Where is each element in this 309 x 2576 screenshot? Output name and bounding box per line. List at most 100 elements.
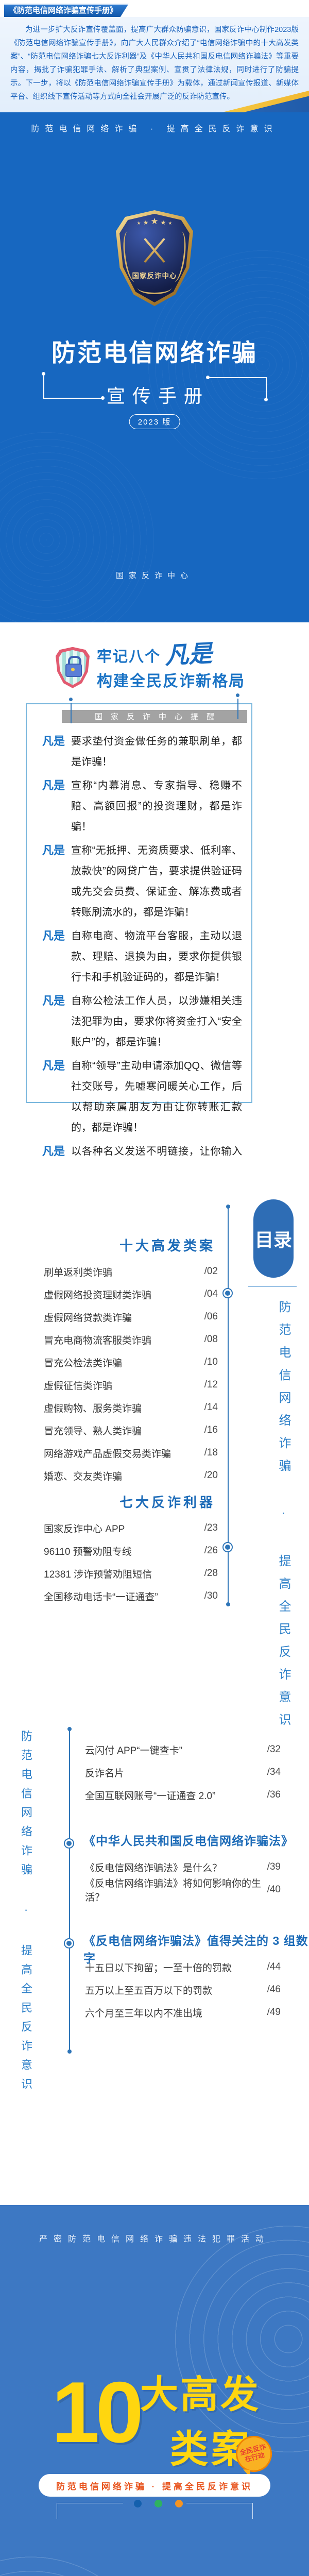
cover-slogan: 防范电信网络诈骗 · 提高全民反诈意识	[31, 125, 278, 133]
fanshi-text: 自称“领导”主动申请添加QQ、微信等社交账号，先嘘寒问暖关心工作，后以帮助亲属朋…	[71, 1060, 242, 1133]
toc-list-1: 刷单返利类诈骗 /02 虚假网络投资理财类诈骗 /04 虚假网络贷款类诈骗 /0…	[44, 1260, 218, 1487]
fanshi-heading: 牢记八个 凡是 构建全民反诈新格局	[56, 640, 262, 691]
toc-item: 96110 预警劝阻专线 /26	[44, 1539, 218, 1562]
toc-item-label: 虚假网络贷款类诈骗	[44, 1312, 132, 1324]
dot-blue	[134, 2500, 142, 2507]
toc-item-label: 十五日以下拘留；一至十倍的罚款	[85, 1962, 232, 1974]
intro-section: 《防范电信网络诈骗宣传手册》 为进一步扩大反诈宣传覆盖面，提高广大群众防骗意识，…	[0, 0, 309, 112]
fanshi-item: 凡是 要求垫付资金做任务的兼职刷单，都是诈骗！	[42, 731, 242, 772]
toc-item-page: /23	[204, 1522, 218, 1533]
toc-item: 12381 涉诈预警劝阻短信 /28	[44, 1562, 218, 1585]
bracket-dot	[101, 396, 105, 400]
toc-item: 虚假网络投资理财类诈骗 /04	[44, 1283, 218, 1306]
bracket-decoration-left	[57, 2503, 123, 2519]
emblem-label: 国家反诈中心	[132, 272, 177, 280]
stars-icon: ★ ★ ★ ★ ★	[136, 216, 173, 226]
toc-item-page: /32	[267, 1744, 281, 1755]
fanshi-item: 凡是 宣称“内幕消息、专家指导、稳赚不赔、高额回报”的投资理财，都是诈骗！	[42, 775, 242, 837]
toc-section3-title: 《中华人民共和国反电信网络诈骗法》	[83, 1834, 294, 1848]
toc-item: 云闪付 APP“一键查卡” /32	[85, 1738, 281, 1761]
subtitle-bracket-left	[43, 375, 102, 399]
toc-item-page: /44	[267, 1961, 281, 1972]
toc-item-label: 虚假网络投资理财类诈骗	[44, 1290, 152, 1301]
toc-item-page: /40	[267, 1884, 281, 1895]
toc-timeline	[222, 1205, 233, 1606]
toc-item-label: 冒充公检法类诈骗	[44, 1358, 123, 1369]
fanshi-text: 自称公检法工作人员，以涉嫌相关违法犯罪为由，要求你将资金打入“安全账户”的，都是…	[71, 995, 242, 1048]
toc-item: 婚恋、交友类诈骗 /20	[44, 1464, 218, 1487]
heading-line2: 构建全民反诈新格局	[97, 673, 245, 690]
fanshi-text: 宣称“内幕消息、专家指导、稳赚不赔、高额回报”的投资理财，都是诈骗！	[71, 780, 242, 833]
big-number-10: 10	[52, 2364, 144, 2461]
toc-item: 虚假网络贷款类诈骗 /06	[44, 1306, 218, 1328]
toc-item: 五万以上至五百万以下的罚款 /46	[85, 1978, 281, 2001]
toc-item-page: /14	[204, 1402, 218, 1413]
cover-title: 防范电信网络诈骗	[52, 340, 258, 367]
toc-item-page: /06	[204, 1311, 218, 1322]
toc-item-label: 《反电信网络诈骗法》将如何影响你的生活？	[85, 1878, 262, 1903]
toc-item-label: 网络游戏产品虚假交易类诈骗	[44, 1448, 171, 1460]
fanshi-label: 凡是	[42, 735, 65, 748]
edition-badge: 2023 版	[129, 414, 180, 429]
heading-calligraphy: 凡是	[164, 640, 213, 669]
toc-pill: 目录	[253, 1199, 294, 1278]
fanshi-label: 凡是	[42, 1145, 65, 1158]
ribbon-title: 《防范电信网络诈骗宣传手册》	[4, 4, 129, 18]
cover-footer: 国家反诈中心	[115, 571, 193, 580]
fraud-warning-sign: 骗	[159, 2574, 309, 2576]
toc-item-label: 虚假购物、服务类诈骗	[44, 1403, 142, 1414]
toc-item-label: 全国移动电话卡“一证通查”	[44, 1591, 158, 1603]
chapter-divider: 严密防范电信网络诈骗违法犯罪活动 10 大高发 类案 全民反诈 在行动 防范电信…	[0, 2205, 309, 2576]
toc-item: 六个月至三年以内不准出境 /49	[85, 2001, 281, 2024]
dot-green	[154, 2500, 162, 2507]
toc-item-label: 六个月至三年以内不准出境	[85, 2008, 203, 2019]
toc-item: 《反电信网络诈骗法》是什么？ /39	[85, 1856, 281, 1878]
toc-item-page: /26	[204, 1545, 218, 1556]
corner-dot	[69, 698, 73, 701]
toc-list-3: 云闪付 APP“一键查卡” /32 反诈名片 /34 全国互联网账号“一证通查 …	[85, 1738, 281, 1806]
toc-divider-line	[248, 1286, 297, 1287]
fanshi-item: 凡是 自称公检法工作人员，以涉嫌相关违法犯罪为由，要求你将资金打入“安全账户”的…	[42, 991, 242, 1053]
toc-item: 全国互联网账号“一证通查 2.0” /36	[85, 1784, 281, 1806]
toc-page2: 防范电信网络诈骗 · 提高全民反诈意识 云闪付 APP“一键查卡” /32 反诈…	[0, 1726, 309, 2205]
fanshi-text: 宣称“无抵押、无资质要求、低利率、放款快”的网贷广告，要求提供验证码或先交会员费…	[71, 845, 242, 918]
bracket-dot	[206, 376, 210, 379]
fanshi-item: 凡是 宣称“无抵押、无资质要求、低利率、放款快”的网贷广告，要求提供验证码或先交…	[42, 840, 242, 923]
toc-item-label: 冒充电商物流客服类诈骗	[44, 1335, 152, 1346]
toc-item: 国家反诈中心 APP /23	[44, 1517, 218, 1539]
toc-list-4: 《反电信网络诈骗法》是什么？ /39 《反电信网络诈骗法》将如何影响你的生活？ …	[85, 1856, 281, 1903]
reminder-bar: 国家反诈中心提醒	[62, 710, 247, 723]
toc-item: 反诈名片 /34	[85, 1761, 281, 1784]
fanshi-label: 凡是	[42, 779, 65, 792]
fanshi-list: 凡是 要求垫付资金做任务的兼职刷单，都是诈骗！ 凡是 宣称“内幕消息、专家指导、…	[27, 704, 251, 1159]
toc-item-page: /39	[267, 1861, 281, 1872]
toc-item-page: /36	[267, 1789, 281, 1800]
toc-item-page: /28	[204, 1568, 218, 1579]
bracket-dot	[264, 398, 268, 401]
fanshi-text: 以各种名义发送不明链接，让你输入银行卡号、手机验证码和各种密码的，都是诈骗！	[71, 1146, 242, 1157]
toc-item-label: 冒充领导、熟人类诈骗	[44, 1426, 142, 1437]
fanshi-text: 自称电商、物流平台客服，主动以退款、理赔、退换为由，要求你提供银行卡和手机验证码…	[71, 930, 242, 983]
toc-item-page: /16	[204, 1425, 218, 1435]
fanshi-box: 凡是 要求垫付资金做任务的兼职刷单，都是诈骗！ 凡是 宣称“内幕消息、专家指导、…	[26, 703, 252, 1158]
anti-fraud-center-emblem: ★ ★ ★ ★ ★ 国家反诈中心	[116, 210, 193, 306]
toc-item-page: /18	[204, 1447, 218, 1458]
emblem-arc-decoration	[138, 281, 171, 294]
fanshi-text: 要求垫付资金做任务的兼职刷单，都是诈骗！	[71, 736, 242, 768]
arc-pattern	[0, 2550, 165, 2576]
dot-orange	[175, 2500, 183, 2507]
toc-item: 全国移动电话卡“一证通查” /30	[44, 1585, 218, 1607]
lock-shield-icon	[56, 647, 90, 688]
toc-item-page: /04	[204, 1289, 218, 1299]
toc-section4-title: 《反电信网络诈骗法》值得关注的 3 组数字	[83, 1934, 308, 1965]
toc-item-page: /49	[267, 2007, 281, 2018]
toc-item-label: 五万以上至五百万以下的罚款	[85, 1985, 213, 1996]
toc-item-label: 全国互联网账号“一证通查 2.0”	[85, 1790, 216, 1802]
side-slogan-vertical: 防范电信网络诈骗 · 提高全民反诈意识	[20, 1730, 32, 2097]
toc-item-page: /02	[204, 1266, 218, 1277]
fanshi-label: 凡是	[42, 929, 65, 942]
toc-section2-title: 七大反诈利器	[119, 1495, 215, 1510]
bracket-decoration-right	[186, 2503, 253, 2519]
arc-pattern	[170, 2221, 309, 2458]
fanshi-label: 凡是	[42, 994, 65, 1007]
